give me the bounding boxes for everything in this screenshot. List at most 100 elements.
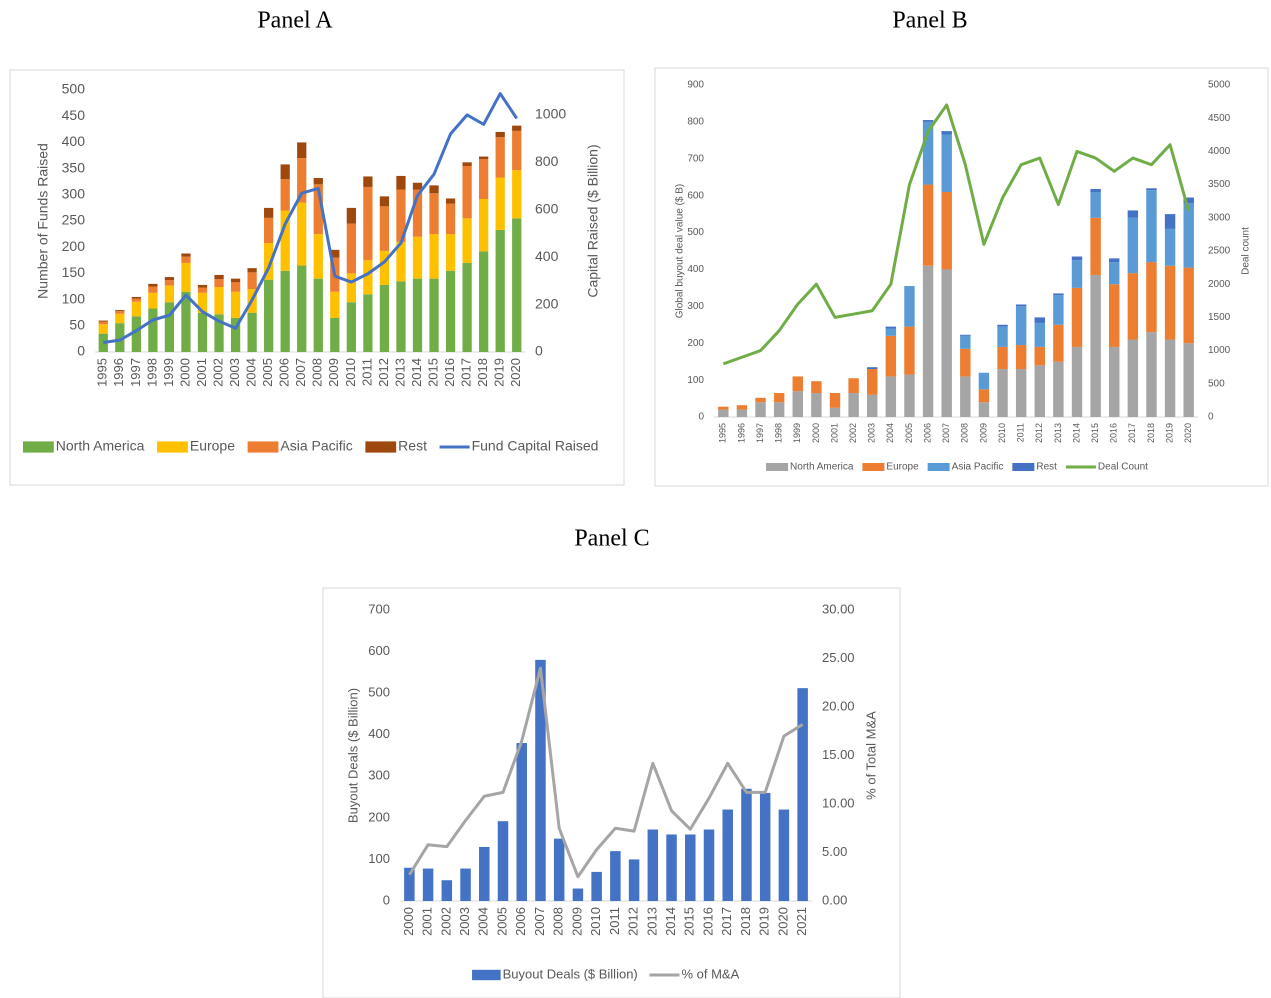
bar <box>429 278 439 352</box>
bar <box>197 287 208 293</box>
bar <box>1090 274 1101 417</box>
bar <box>1127 273 1139 340</box>
x-tick-label: 2014 <box>1071 423 1081 443</box>
bar <box>1034 317 1045 323</box>
bar <box>1053 324 1064 362</box>
x-tick-label: 2019 <box>492 358 507 387</box>
x-tick-label: 2019 <box>757 907 772 936</box>
bar <box>1015 304 1027 307</box>
x-tick-label: 1996 <box>736 423 746 443</box>
bar <box>1090 191 1101 218</box>
legend-label: % of M&A <box>681 966 739 981</box>
bar <box>904 374 915 417</box>
bar <box>115 313 125 324</box>
bar <box>214 287 224 315</box>
bar <box>148 292 158 309</box>
x-tick-label: 2010 <box>343 358 358 387</box>
bar <box>412 189 423 237</box>
bar <box>445 198 456 204</box>
bar <box>230 282 241 292</box>
bar <box>280 179 290 211</box>
x-tick-label: 2016 <box>700 907 715 936</box>
x-tick-label: 2020 <box>508 358 523 387</box>
bar <box>755 402 766 417</box>
bar <box>941 269 952 417</box>
bar <box>1053 293 1064 296</box>
x-tick-label: 2007 <box>532 907 547 936</box>
x-tick-label: 2013 <box>392 358 407 387</box>
legend-label: Rest <box>1036 462 1057 473</box>
bar <box>181 253 191 257</box>
bar <box>396 281 406 352</box>
x-tick-label: 2007 <box>293 358 308 387</box>
bar <box>479 156 489 160</box>
y-axis-label: Buyout Deals ($ Billion) <box>345 688 360 823</box>
y2-tick-label: 4000 <box>1208 146 1231 157</box>
bar <box>922 265 934 417</box>
x-tick-label: 2015 <box>425 358 440 387</box>
x-tick-label: 2004 <box>476 907 491 936</box>
bar <box>736 409 748 417</box>
bar <box>379 196 390 207</box>
bar <box>1015 345 1027 370</box>
x-tick-label: 2005 <box>904 423 914 443</box>
bar <box>148 283 158 287</box>
bar <box>148 286 158 293</box>
bar <box>1164 214 1176 229</box>
bar <box>247 312 257 352</box>
bar <box>115 323 125 352</box>
y-tick-label: 500 <box>62 81 86 97</box>
y-tick-label: 500 <box>368 685 390 700</box>
legend-label: Buyout Deals ($ Billion) <box>503 966 638 981</box>
bar <box>978 389 990 403</box>
y2-tick-label: 3000 <box>1208 212 1231 223</box>
bar <box>297 158 307 203</box>
bar <box>230 278 241 283</box>
y2-tick-label: 5000 <box>1208 80 1231 91</box>
x-tick-label: 1995 <box>95 358 110 387</box>
x-tick-label: 2006 <box>922 423 932 443</box>
x-tick-label: 2008 <box>310 358 325 387</box>
y-tick-label: 700 <box>368 601 390 616</box>
x-tick-label: 2009 <box>978 423 988 443</box>
bar <box>1090 189 1101 192</box>
bar <box>755 397 766 403</box>
bar <box>960 348 971 377</box>
bar <box>181 291 191 352</box>
y2-tick-label: 1500 <box>1208 312 1231 323</box>
bar <box>197 292 208 313</box>
bar <box>997 346 1008 370</box>
x-tick-label: 2014 <box>663 907 678 936</box>
y2-tick-label: 0 <box>535 343 543 359</box>
bar <box>98 333 108 352</box>
bar <box>264 217 274 244</box>
bar <box>131 298 141 302</box>
y2-tick-label: 0 <box>1208 412 1214 423</box>
y-tick-label: 700 <box>687 153 704 164</box>
bar <box>445 234 456 271</box>
x-tick-label: 2018 <box>738 907 753 936</box>
bar <box>181 262 191 292</box>
bar <box>363 186 373 261</box>
bar <box>997 326 1008 347</box>
legend: Buyout Deals ($ Billion) % of M&A <box>472 966 740 981</box>
y-tick-label: 450 <box>62 107 86 123</box>
x-tick-label: 1995 <box>718 423 728 443</box>
y-tick-label: 100 <box>62 290 86 306</box>
bar <box>495 177 505 230</box>
x-tick-label: 2002 <box>848 423 858 443</box>
bar <box>280 210 290 271</box>
y-tick-label: 500 <box>687 227 704 238</box>
bar <box>685 834 696 901</box>
x-tick-label: 1999 <box>161 358 176 387</box>
bar <box>811 393 822 417</box>
x-tick-label: 2012 <box>1034 423 1044 443</box>
bar <box>181 256 191 263</box>
bar <box>495 229 505 352</box>
x-tick-label: 2001 <box>194 358 209 387</box>
bar <box>164 277 175 281</box>
y2-tick-label: 20.00 <box>822 698 855 713</box>
bar <box>379 284 390 352</box>
y-tick-label: 100 <box>687 375 704 386</box>
bar <box>867 367 878 370</box>
